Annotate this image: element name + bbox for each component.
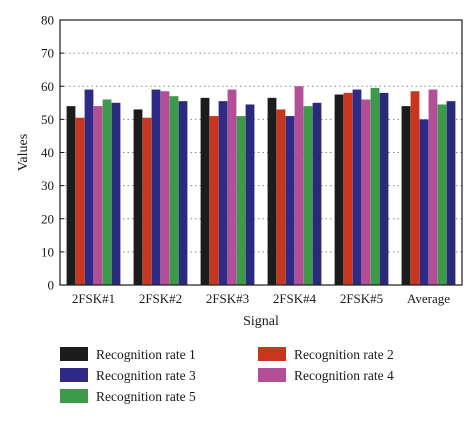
bar-series3-2fsk3 [218, 101, 228, 285]
bar-series6-2fsk3 [245, 104, 255, 285]
bar-series5-2fsk2 [169, 96, 179, 285]
legend-swatch [60, 368, 88, 382]
bar-series2-2fsk5 [343, 92, 353, 286]
x-tick-label: 2FSK#2 [139, 291, 182, 306]
bar-series6-2fsk2 [178, 101, 188, 285]
legend-swatch [258, 347, 286, 361]
x-tick-label: Average [407, 291, 450, 306]
legend-swatch [60, 347, 88, 361]
bar-series3-2fsk4 [285, 116, 295, 285]
legend-item: Recognition rate 1 [60, 347, 196, 362]
y-tick-label: 10 [41, 244, 54, 259]
legend: Recognition rate 1 Recognition rate 2 Reco… [60, 347, 394, 404]
y-tick-label: 60 [41, 79, 54, 94]
y-axis-ticks: 0 10 20 30 40 50 60 70 80 [41, 13, 64, 293]
bar-series4-2fsk3 [227, 89, 237, 285]
legend-item: Recognition rate 2 [258, 347, 394, 362]
bar-series3-average [419, 119, 429, 286]
legend-label: Recognition rate 1 [96, 347, 196, 362]
x-axis-ticks: 2FSK#1 2FSK#2 2FSK#3 2FSK#4 2FSK#5 Average [72, 291, 450, 306]
x-tick-label: 2FSK#3 [206, 291, 249, 306]
y-tick-label: 20 [41, 211, 54, 226]
legend-item: Recognition rate 3 [60, 368, 196, 383]
bar-series5-average [437, 104, 447, 285]
bar-series3-2fsk5 [352, 89, 362, 285]
x-axis-title: Signal [243, 314, 279, 329]
bar-series5-2fsk4 [303, 106, 313, 286]
bar-series6-2fsk5 [379, 92, 389, 286]
x-tick-label: 2FSK#5 [340, 291, 383, 306]
bar-series1-2fsk5 [334, 94, 344, 285]
bar-series3-2fsk1 [84, 89, 94, 285]
y-tick-label: 70 [41, 46, 54, 61]
y-axis-title: Values [16, 134, 31, 171]
bar-series5-2fsk1 [102, 99, 112, 285]
y-tick-label: 50 [41, 112, 54, 127]
y-tick-label: 80 [41, 13, 54, 28]
bar-series2-2fsk3 [209, 116, 219, 285]
legend-label: Recognition rate 2 [294, 347, 394, 362]
bar-series2-average [410, 91, 420, 285]
bar-series4-average [428, 89, 438, 285]
bar-series6-2fsk1 [111, 102, 121, 285]
legend-label: Recognition rate 3 [96, 368, 196, 383]
bar-series6-2fsk4 [312, 102, 322, 285]
bar-series5-2fsk3 [236, 116, 246, 285]
legend-item: Recognition rate 4 [258, 368, 394, 383]
y-tick-label: 40 [41, 145, 54, 160]
plot-frame [59, 19, 463, 286]
bar-series5-2fsk5 [370, 87, 380, 285]
bar-series1-2fsk3 [200, 97, 210, 285]
legend-label: Recognition rate 4 [294, 368, 394, 383]
bar-series2-2fsk4 [276, 109, 286, 285]
bar-series1-2fsk1 [66, 106, 76, 286]
legend-swatch [258, 368, 286, 382]
bar-series6-average [446, 101, 456, 285]
legend-label: Recognition rate 5 [96, 389, 196, 404]
bars [66, 86, 456, 286]
y-tick-label: 30 [41, 178, 54, 193]
bar-series2-2fsk1 [75, 117, 85, 285]
bar-series3-2fsk2 [151, 89, 161, 285]
y-tick-label: 0 [48, 278, 55, 293]
bar-series4-2fsk2 [160, 91, 170, 285]
bar-series1-2fsk4 [267, 97, 277, 285]
legend-item: Recognition rate 5 [60, 389, 196, 404]
bar-series4-2fsk1 [93, 106, 103, 286]
bar-series1-average [401, 106, 411, 286]
x-tick-label: 2FSK#1 [72, 291, 115, 306]
x-tick-label: 2FSK#4 [273, 291, 317, 306]
bar-series1-2fsk2 [133, 109, 143, 285]
bar-series4-2fsk4 [294, 86, 304, 285]
bar-series4-2fsk5 [361, 99, 371, 285]
legend-swatch [60, 389, 88, 403]
bar-series2-2fsk2 [142, 117, 152, 285]
